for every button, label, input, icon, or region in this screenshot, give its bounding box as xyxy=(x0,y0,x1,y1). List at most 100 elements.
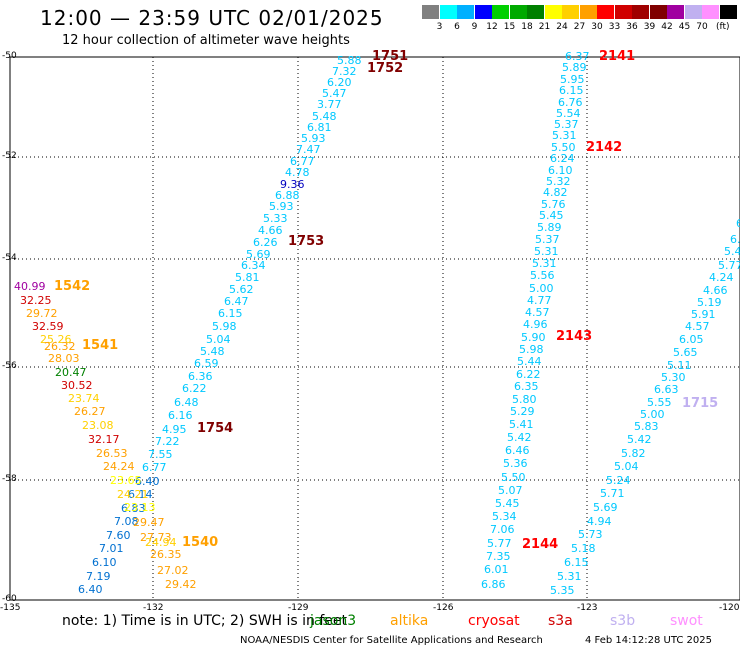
wave-height-value: 6.15 xyxy=(218,307,243,320)
pass-time-label: 2143 xyxy=(556,329,593,344)
wave-height-value: 3.77 xyxy=(317,98,342,111)
legend-swatch xyxy=(719,5,737,19)
wave-height-value: 5.50 xyxy=(551,141,576,154)
wave-height-value: 5.80 xyxy=(512,393,537,406)
legend-label: 45 xyxy=(678,22,691,32)
legend-swatch xyxy=(457,5,474,19)
pass-time-label: 1541 xyxy=(82,338,119,353)
wave-height-value: 26.27 xyxy=(74,405,106,418)
wave-height-value: 6.22 xyxy=(516,368,541,381)
wave-height-value: 6.83 xyxy=(121,502,146,515)
wave-height-value: 5.37 xyxy=(535,233,560,246)
wave-height-value: 5.69 xyxy=(593,501,618,514)
wave-height-value: 27.73 xyxy=(140,531,172,544)
wave-height-value: 4.66 xyxy=(258,224,283,237)
wave-height-value: 5.93 xyxy=(269,200,294,213)
page-title: 12:00 — 23:59 UTC 02/01/2025 xyxy=(40,6,384,30)
wave-height-value: 4.96 xyxy=(523,318,548,331)
legend-label: 12 xyxy=(486,22,498,32)
wave-height-value: 5.45 xyxy=(495,497,520,510)
legend-label: 70 xyxy=(696,22,708,32)
wave-height-value: 5.65 xyxy=(673,346,698,359)
satellite-label-s3b: s3b xyxy=(610,613,636,629)
wave-height-value: 5.81 xyxy=(235,271,260,284)
wave-height-value: 27.02 xyxy=(157,564,189,577)
wave-height-value: 5.35 xyxy=(550,584,575,597)
legend-label: 24 xyxy=(556,22,568,32)
wave-height-value: 5.48 xyxy=(312,110,337,123)
y-tick-label: -56 xyxy=(2,361,17,371)
wave-height-value: 6.77 xyxy=(142,461,167,474)
wave-height-value: 5.89 xyxy=(537,221,562,234)
wave-height-value: 5.31 xyxy=(557,570,582,583)
wave-height-value: 4.66 xyxy=(703,284,728,297)
satellite-label-swot: swot xyxy=(670,613,703,629)
wave-height-value: 40.99 xyxy=(14,280,46,293)
wave-height-value: 5.32 xyxy=(546,175,571,188)
wave-height-value: 5.34 xyxy=(492,510,517,523)
wave-height-value: 5.77 xyxy=(718,259,740,272)
wave-height-value: 24.21 xyxy=(117,488,149,501)
wave-height-value: 5.31 xyxy=(532,257,557,270)
wave-height-value: 5.31 xyxy=(534,245,559,258)
legend-label: 6 xyxy=(454,22,460,32)
legend-swatch xyxy=(632,5,649,19)
wave-height-value: 5.47 xyxy=(322,87,347,100)
wave-height-value: 29.72 xyxy=(26,307,58,320)
wave-height-value: 4.77 xyxy=(527,294,552,307)
page-subtitle: 12 hour collection of altimeter wave hei… xyxy=(62,33,350,48)
wave-height-value: 5.95 xyxy=(560,73,585,86)
wave-height-value: 5.18 xyxy=(571,542,596,555)
wave-height-value: 28.03 xyxy=(48,352,80,365)
wave-height-value: 4.95 xyxy=(162,423,187,436)
legend-label: 39 xyxy=(643,22,656,32)
legend-swatch xyxy=(597,5,614,19)
legend-label: 33 xyxy=(608,22,621,32)
wave-height-value: 7.35 xyxy=(486,550,511,563)
credit-line: NOAA/NESDIS Center for Satellite Applica… xyxy=(240,635,543,646)
wave-height-value: 5.42 xyxy=(507,431,532,444)
legend-swatch xyxy=(702,5,719,19)
wave-height-value: 5.50 xyxy=(501,471,526,484)
wave-height-value: 5.29 xyxy=(510,405,535,418)
y-tick-label: -54 xyxy=(2,253,17,263)
wave-height-value: 23.13 xyxy=(124,501,156,514)
pass-time-label: 1754 xyxy=(197,421,234,436)
wave-height-value: 6.26 xyxy=(253,236,278,249)
legend-label: 3 xyxy=(436,22,443,32)
wave-height-value: 6.15 xyxy=(564,556,589,569)
wave-height-value: 5.44 xyxy=(517,355,542,368)
legend-unit: (ft) xyxy=(716,22,730,32)
wave-height-value: 6.34 xyxy=(241,259,266,272)
wave-height-value: 5.36 xyxy=(503,457,528,470)
pass-time-label: 2144 xyxy=(522,537,559,552)
wave-height-value: 6.16 xyxy=(168,409,193,422)
legend-swatch xyxy=(579,5,597,19)
legend-label: 30 xyxy=(591,22,603,32)
legend-label: 18 xyxy=(521,22,533,32)
wave-height-value: 6.63 xyxy=(654,383,679,396)
legend-label: 15 xyxy=(503,22,516,32)
wave-height-value: 6.14 xyxy=(128,488,153,501)
legend-label: 36 xyxy=(626,22,638,32)
legend-swatch xyxy=(649,5,667,19)
wave-height-value: 29.47 xyxy=(133,516,165,529)
wave-height-value: 24.94 xyxy=(145,536,177,549)
wave-height-value: 7.19 xyxy=(86,570,111,583)
legend-swatch xyxy=(544,5,562,19)
satellite-label-jason3: jason3 xyxy=(310,613,357,629)
wave-height-value: 5.44 xyxy=(724,245,740,258)
wave-height-value: 5.93 xyxy=(301,132,326,145)
wave-height-value: 7.55 xyxy=(148,448,173,461)
x-tick-label: -135 xyxy=(0,603,21,613)
legend-swatch xyxy=(439,5,457,19)
wave-height-value: 5.31 xyxy=(552,129,577,142)
legend-swatch xyxy=(509,5,527,19)
wave-height-value: 26.35 xyxy=(150,548,182,561)
legend-swatch xyxy=(492,5,509,19)
wave-height-value: 6.24 xyxy=(550,152,575,165)
wave-height-value: 7.08 xyxy=(114,515,139,528)
satellite-label-cryosat: cryosat xyxy=(468,613,520,629)
x-tick-label: -123 xyxy=(577,603,598,613)
